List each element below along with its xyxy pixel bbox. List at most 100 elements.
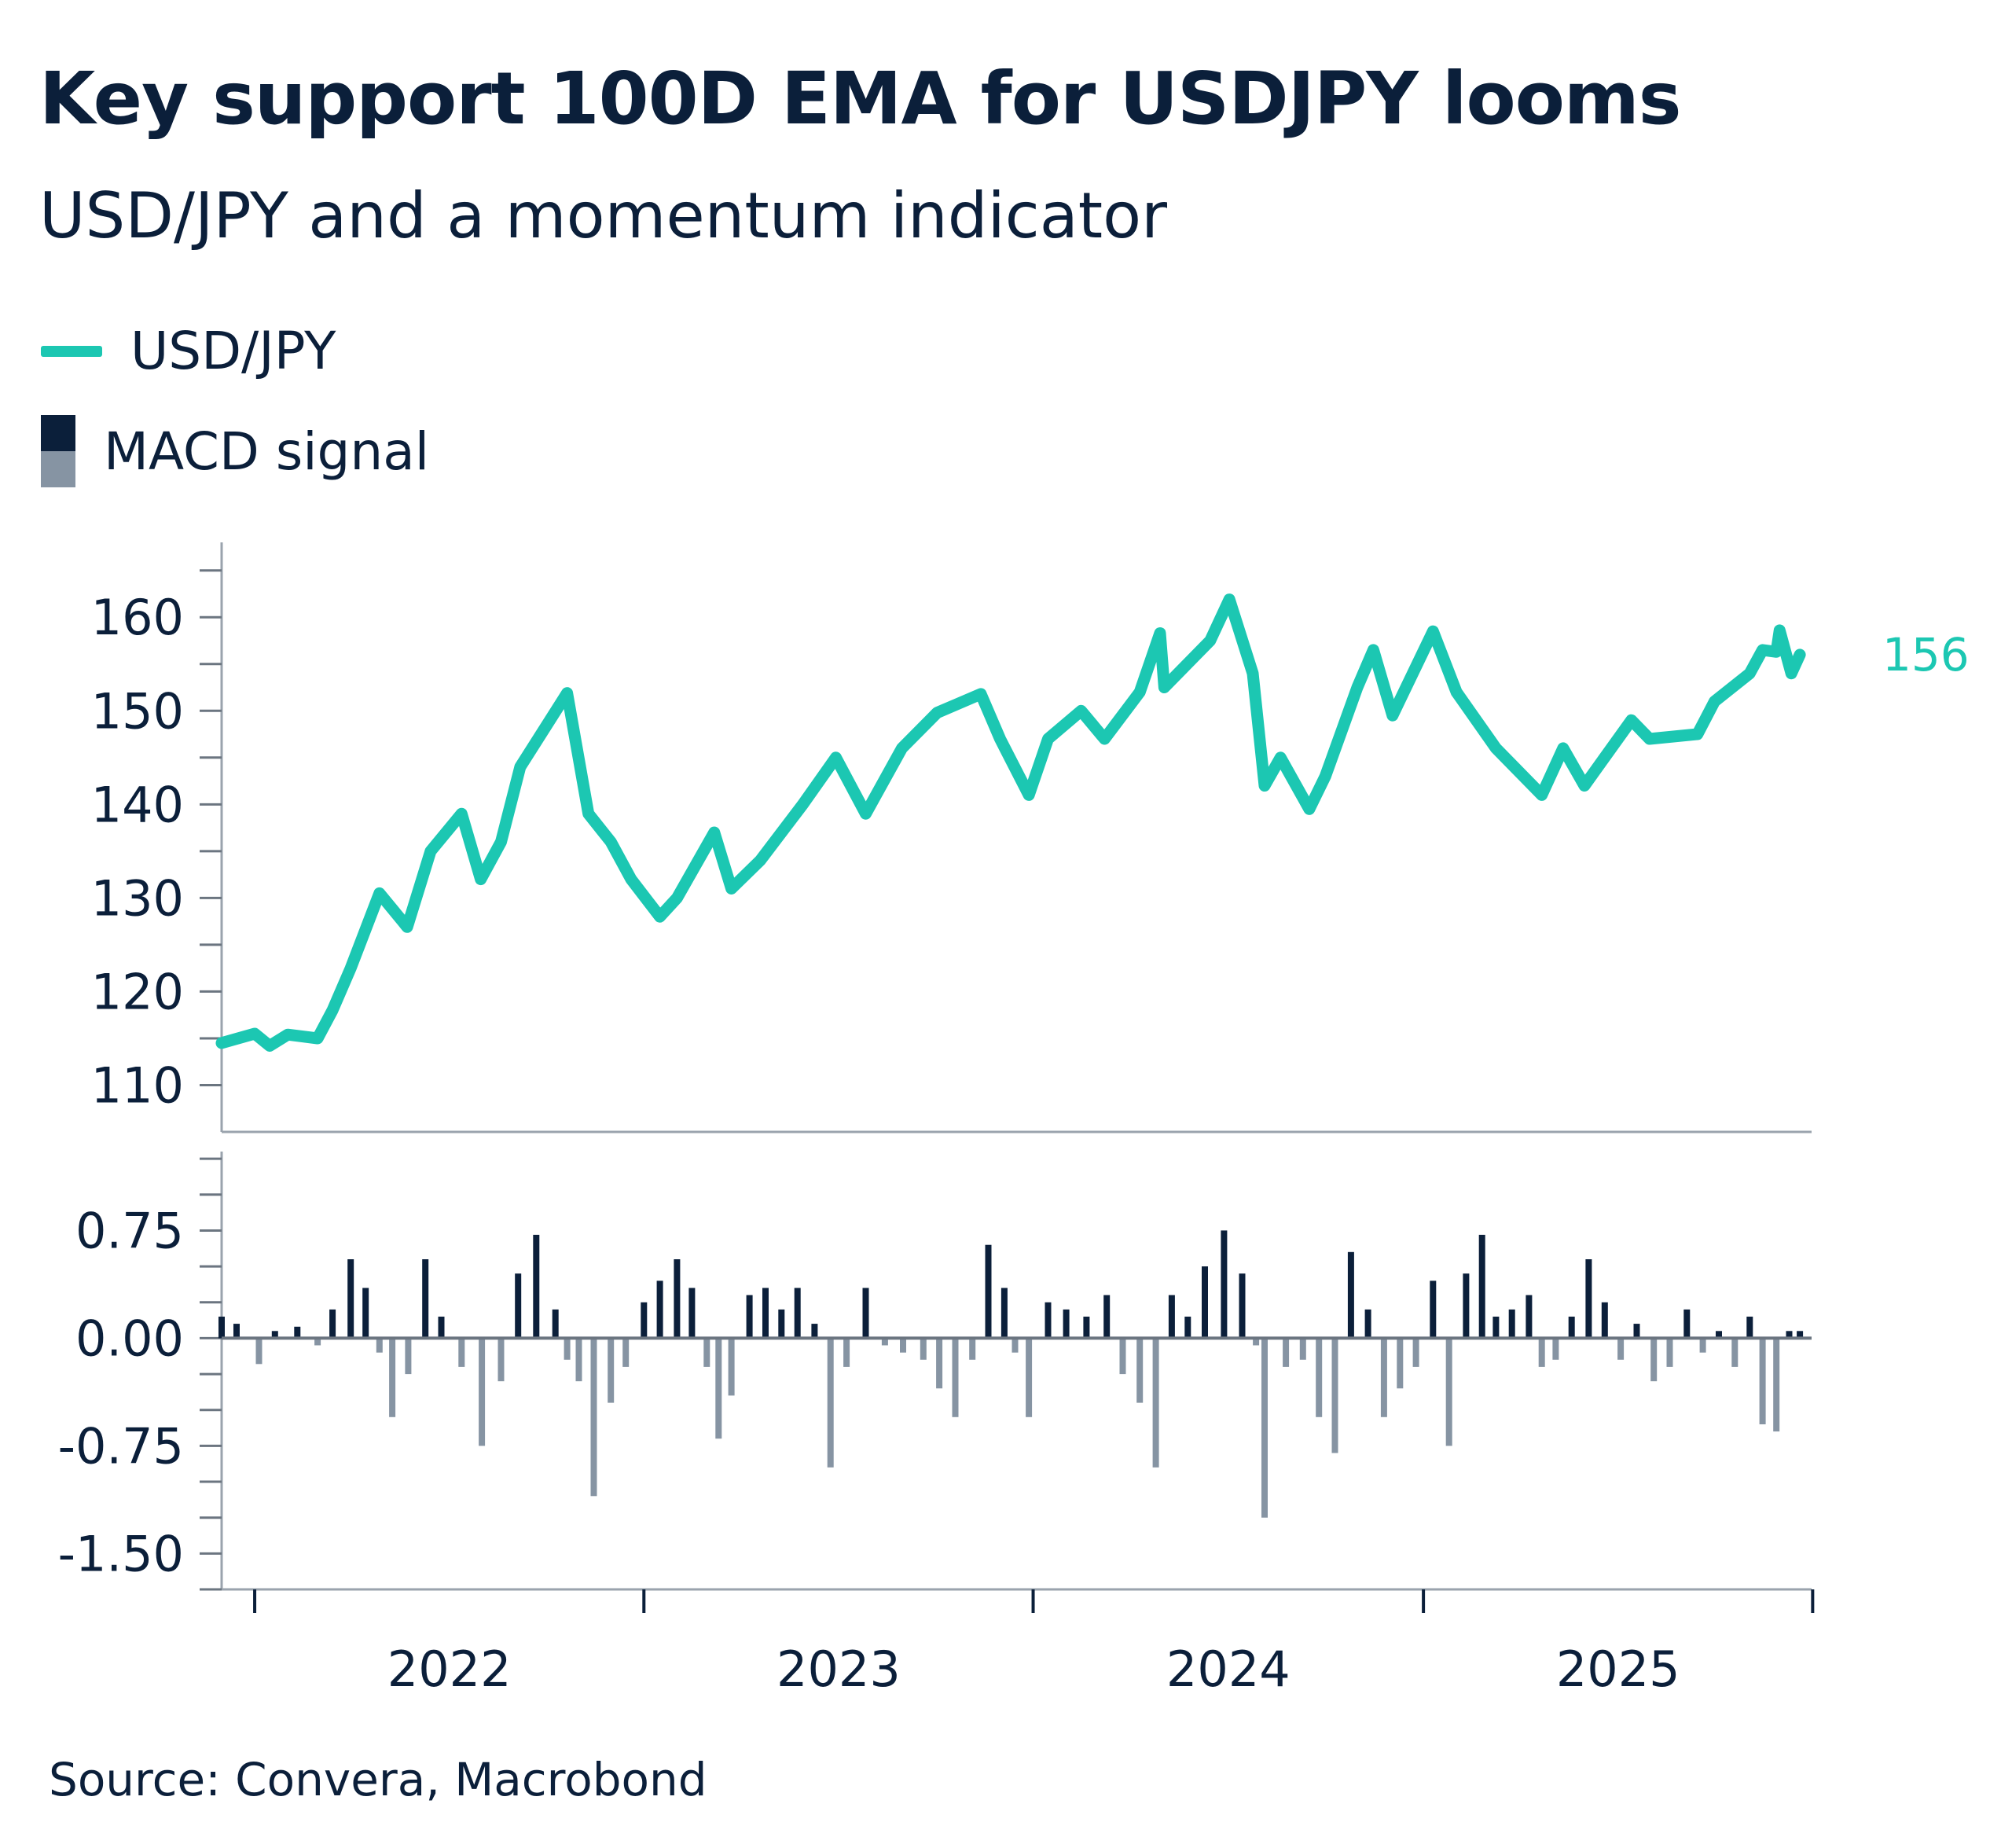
macd-bar <box>255 1338 263 1365</box>
macd-bar <box>376 1338 383 1353</box>
legend-label-usdjpy: USD/JPY <box>130 321 336 381</box>
macd-bar <box>969 1338 976 1360</box>
macd-bar <box>575 1338 582 1382</box>
legend-bars-swatch <box>41 415 75 487</box>
macd-bar <box>1650 1338 1658 1382</box>
macd-bar <box>1478 1234 1485 1339</box>
macd-bar <box>515 1273 522 1339</box>
usdjpy-end-label: 156 <box>1882 628 1970 682</box>
macd-bar <box>1797 1331 1804 1339</box>
macd-bar <box>1364 1309 1371 1339</box>
macd-bar <box>778 1309 785 1339</box>
macd-bar <box>936 1338 943 1389</box>
macd-bar <box>1380 1338 1387 1417</box>
macd-bar <box>1463 1273 1470 1339</box>
macd-bar <box>827 1338 834 1468</box>
usdjpy-series-line <box>215 593 1806 1052</box>
chart-subtitle: USD/JPY and a momentum indicator <box>39 179 1167 252</box>
usdjpy-y-tick-label: 160 <box>91 589 184 646</box>
macd-bar <box>564 1338 571 1360</box>
macd-bar <box>1184 1317 1191 1339</box>
macd-bar <box>656 1280 663 1339</box>
macd-bar <box>1261 1338 1268 1518</box>
macd-bar <box>1012 1338 1019 1353</box>
macd-bar <box>1617 1338 1625 1360</box>
macd-bar <box>458 1338 465 1367</box>
x-axis-tick-label: 2024 <box>1166 1640 1291 1698</box>
macd-bar <box>608 1338 615 1403</box>
x-axis-tick-label: 2023 <box>777 1640 901 1698</box>
macd-bar <box>405 1338 412 1375</box>
macd-bar <box>920 1338 927 1360</box>
macd-bar <box>843 1338 850 1367</box>
macd-bar <box>533 1234 540 1339</box>
macd-bar <box>1492 1317 1500 1339</box>
macd-bar <box>294 1326 301 1339</box>
macd-bar <box>703 1338 710 1367</box>
macd-bar <box>552 1309 559 1339</box>
usdjpy-panel: 110 120 130 140 150 160 156 <box>91 542 1970 1133</box>
macd-bar <box>590 1338 597 1497</box>
macd-bar <box>1699 1338 1706 1353</box>
macd-bar <box>1683 1309 1691 1339</box>
macd-bar <box>1152 1338 1159 1468</box>
macd-bar <box>1601 1302 1608 1339</box>
macd-panel: 0.75 0.00 -0.75 -1.50 <box>58 1152 1812 1591</box>
macd-bar <box>1666 1338 1673 1367</box>
macd-bar <box>688 1288 696 1339</box>
macd-bar <box>1283 1338 1290 1367</box>
usdjpy-y-tick-label: 130 <box>91 869 184 927</box>
macd-bar <box>1202 1266 1208 1339</box>
macd-bar <box>1331 1338 1338 1453</box>
macd-bar <box>952 1338 959 1417</box>
macd-bar <box>762 1288 769 1339</box>
macd-bar <box>422 1259 429 1339</box>
macd-bar <box>1508 1309 1515 1339</box>
macd-bar <box>1239 1273 1246 1339</box>
macd-bar <box>1585 1259 1592 1339</box>
macd-bar <box>362 1288 369 1339</box>
macd-bar <box>1773 1338 1780 1432</box>
legend-label-macd: MACD signal <box>104 421 430 482</box>
legend-item-usdjpy: USD/JPY <box>41 321 336 381</box>
macd-y-tick-label: 0.00 <box>75 1310 184 1367</box>
macd-bar <box>438 1317 445 1339</box>
macd-bar <box>497 1338 505 1382</box>
macd-bar <box>674 1259 681 1339</box>
x-axis-tick-label: 2025 <box>1556 1640 1680 1698</box>
legend-line-swatch <box>41 345 102 357</box>
legend-item-macd: MACD signal <box>41 415 429 487</box>
macd-bar <box>1000 1288 1008 1339</box>
macd-bar <box>314 1338 321 1346</box>
macd-bar <box>1299 1338 1306 1360</box>
macd-bar <box>218 1317 225 1339</box>
macd-bar <box>1786 1331 1793 1339</box>
macd-bar <box>1430 1280 1437 1339</box>
macd-bar <box>389 1338 396 1417</box>
macd-y-tick-label: -1.50 <box>58 1525 184 1582</box>
macd-bar <box>1731 1338 1738 1367</box>
macd-bar <box>728 1338 735 1396</box>
source-note: Source: Convera, Macrobond <box>49 1753 707 1806</box>
macd-bar <box>1526 1295 1533 1339</box>
macd-bar <box>1397 1338 1404 1389</box>
macd-bar <box>1253 1338 1260 1346</box>
macd-bar <box>1716 1331 1722 1339</box>
macd-bar <box>794 1288 801 1339</box>
macd-bar <box>233 1324 240 1339</box>
macd-bar <box>1168 1295 1175 1339</box>
macd-bar <box>1445 1338 1452 1446</box>
macd-bar <box>329 1309 336 1339</box>
macd-bar <box>746 1295 753 1339</box>
macd-bar <box>1568 1317 1575 1339</box>
macd-bar <box>1633 1324 1640 1339</box>
x-axis: 2022 2023 2024 2025 <box>253 1589 1815 1698</box>
macd-bar <box>641 1302 648 1339</box>
macd-bar <box>811 1324 818 1339</box>
macd-bar <box>1221 1230 1228 1339</box>
macd-bar <box>862 1288 869 1339</box>
macd-y-tick-label: 0.75 <box>75 1202 184 1259</box>
macd-bar <box>622 1338 630 1367</box>
macd-bar <box>985 1244 992 1339</box>
